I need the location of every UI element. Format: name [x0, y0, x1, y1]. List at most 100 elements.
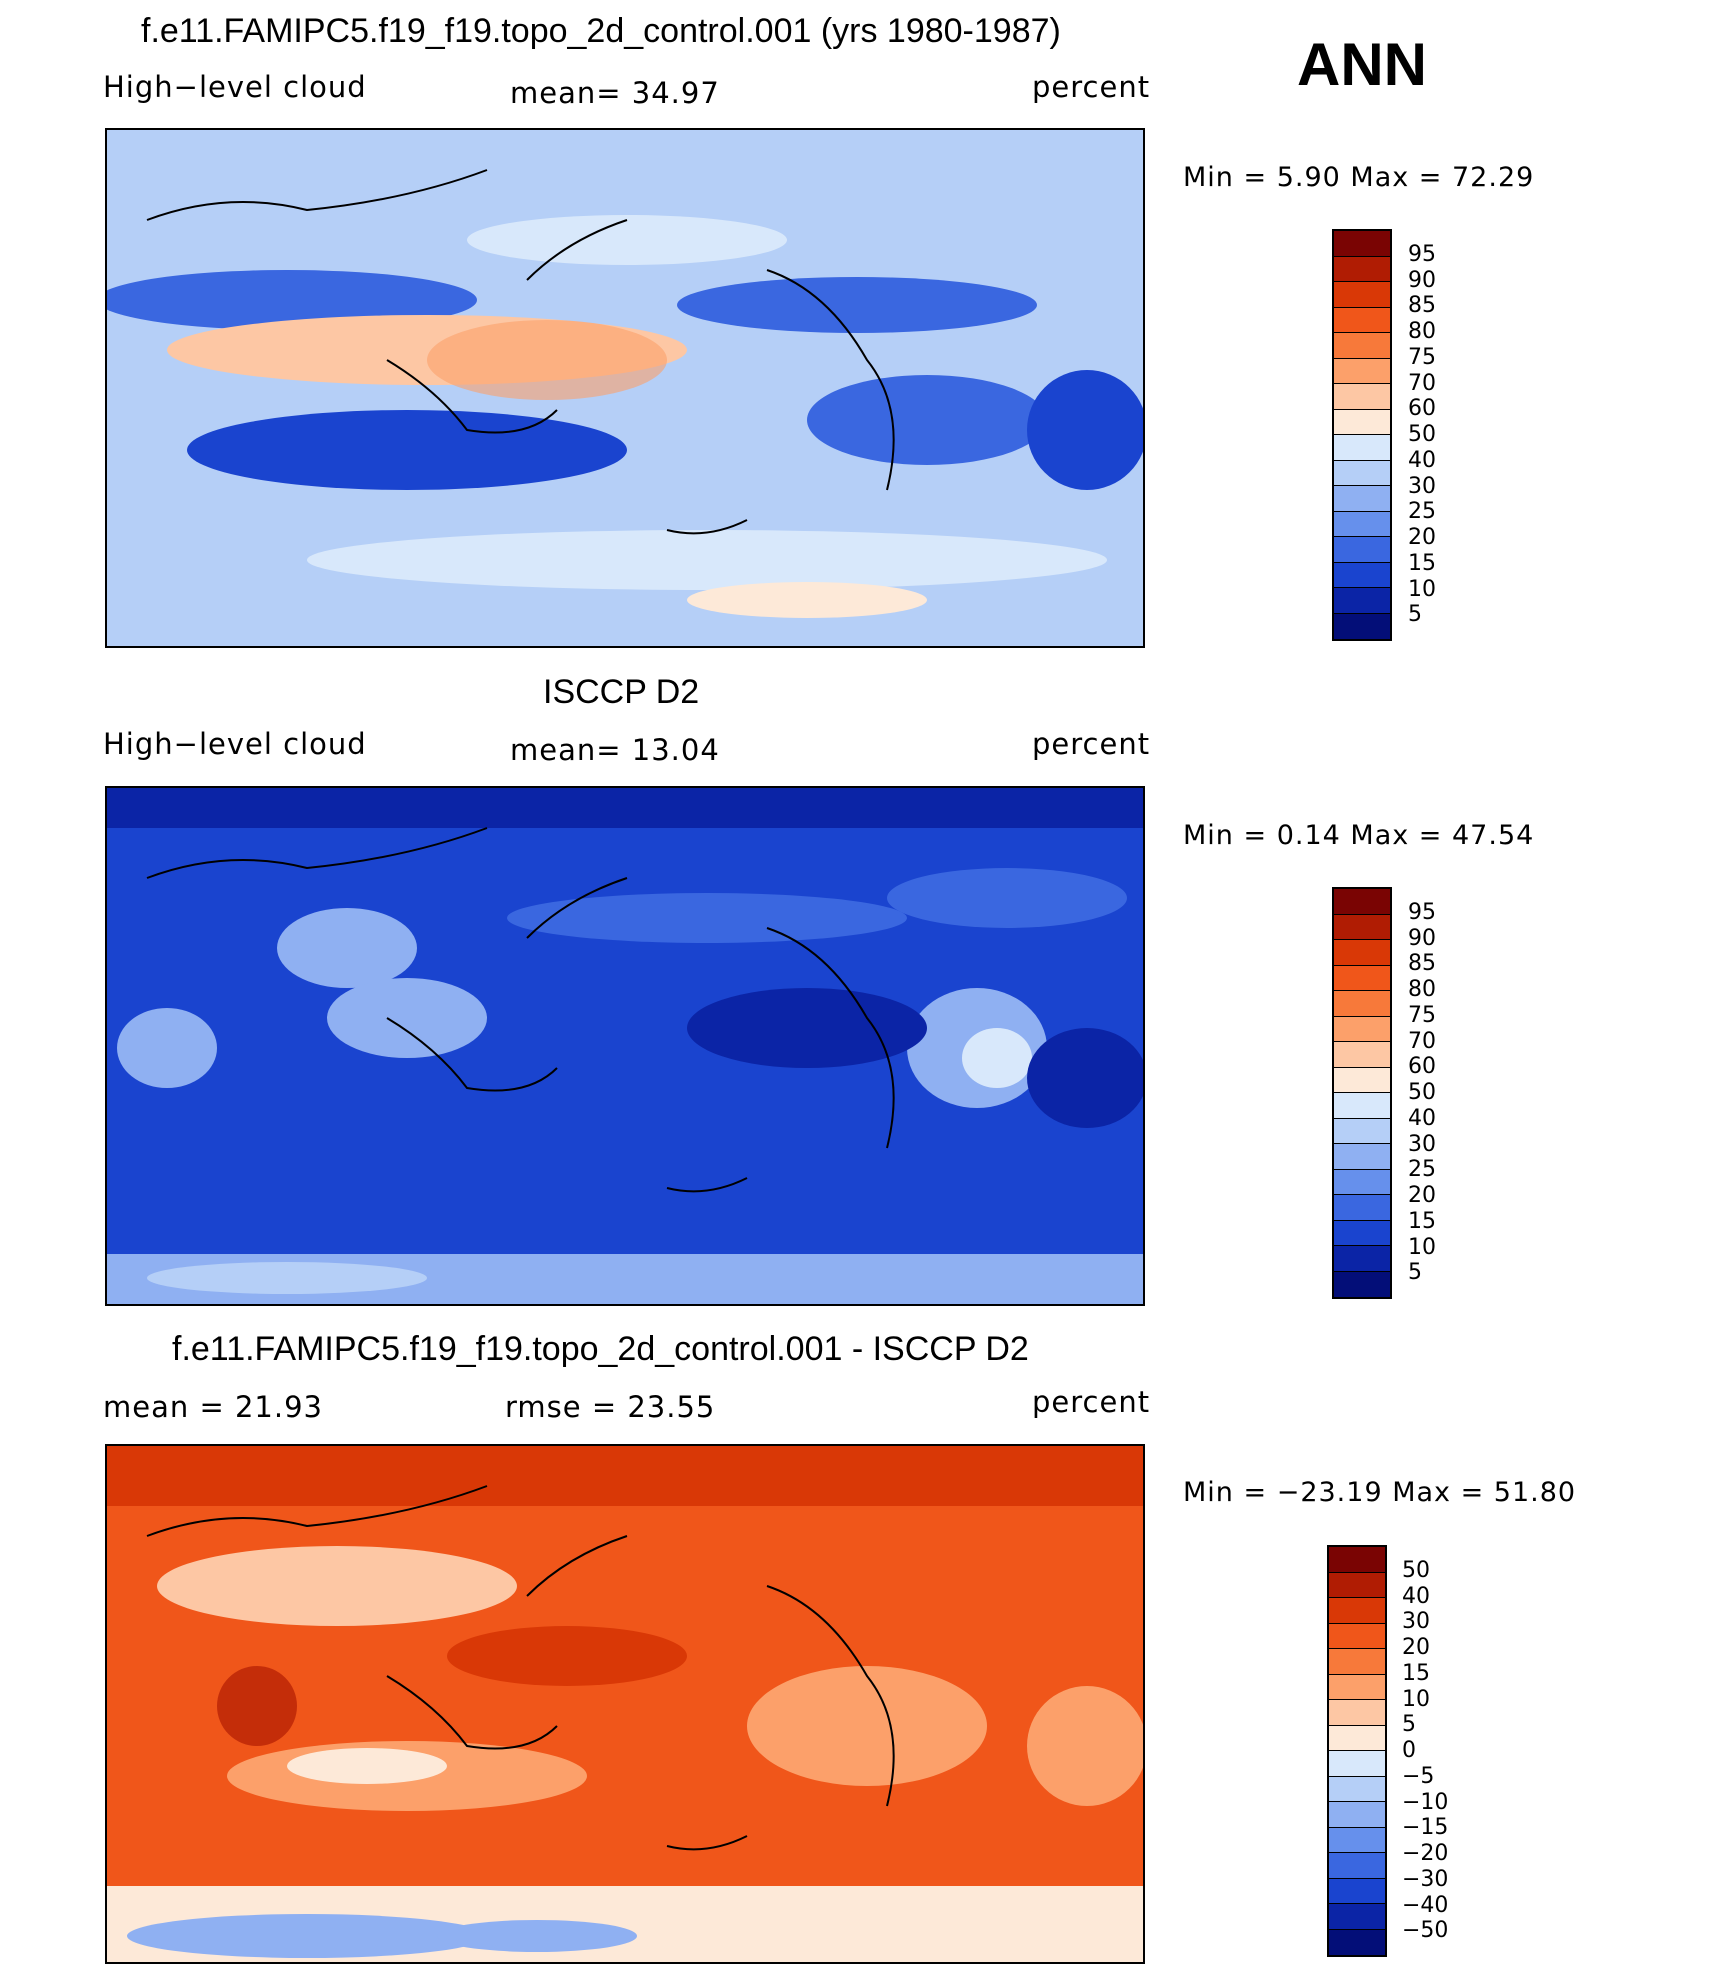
panel2-mean-label: mean= 13.04: [510, 733, 720, 767]
colorbar-tick-label: 5: [1408, 602, 1422, 628]
colorbar-swatch: [1334, 940, 1390, 966]
colorbar-swatch: [1334, 1169, 1390, 1195]
colorbar-swatch: [1334, 358, 1390, 384]
panel2-minmax: Min = 0.14 Max = 47.54: [1183, 820, 1535, 851]
colorbar-swatch: [1329, 1572, 1385, 1598]
colorbar-swatch: [1334, 1118, 1390, 1144]
panel3-rmse-label: rmse = 23.55: [505, 1390, 716, 1424]
colorbar-tick-label: 50: [1408, 422, 1436, 447]
colorbar-swatch: [1329, 1802, 1385, 1828]
colorbar-swatch: [1334, 435, 1390, 461]
colorbar-tick-label: 80: [1408, 977, 1436, 1002]
colorbar-tick-label: 50: [1408, 1080, 1436, 1105]
colorbar-tick-label: 25: [1408, 1157, 1436, 1183]
colorbar-tick-label: −20: [1402, 1841, 1449, 1866]
colorbar-swatch: [1329, 1700, 1385, 1726]
panel2-map-field: [107, 788, 1143, 1304]
colorbar-tick-label: 85: [1408, 293, 1436, 319]
colorbar-tick-label: −5: [1402, 1763, 1435, 1789]
colorbar-tick-label: 80: [1408, 319, 1436, 344]
colorbar-swatch: [1334, 914, 1390, 940]
colorbar-tick-label: 10: [1408, 1234, 1436, 1260]
colorbar-tick-label: −40: [1402, 1892, 1449, 1918]
colorbar-tick-label: 30: [1408, 473, 1436, 499]
colorbar-swatch: [1334, 231, 1390, 257]
colorbar-swatch: [1329, 1776, 1385, 1802]
colorbar-tick-label: 10: [1408, 576, 1436, 602]
colorbar-tick-label: 30: [1408, 1131, 1436, 1157]
colorbar-swatch: [1329, 1725, 1385, 1751]
colorbar-tick-label: 25: [1408, 499, 1436, 525]
panel1-map-field: [107, 130, 1143, 646]
colorbar-swatch: [1334, 1271, 1390, 1297]
colorbar-swatch: [1329, 1827, 1385, 1853]
colorbar-swatch: [1329, 1649, 1385, 1675]
colorbar-tick-label: −15: [1402, 1815, 1449, 1841]
colorbar-tick-label: 0: [1402, 1738, 1416, 1763]
colorbar-swatch: [1329, 1929, 1385, 1955]
colorbar-tick-label: 95: [1408, 241, 1436, 267]
colorbar-tick-label: 15: [1408, 550, 1436, 576]
panel2-units-label: percent: [1032, 727, 1151, 761]
panel2-map: [105, 786, 1145, 1306]
colorbar-tick-label: 30: [1402, 1609, 1430, 1635]
colorbar-tick-label: −10: [1402, 1789, 1449, 1815]
colorbar-swatch: [1334, 1220, 1390, 1246]
colorbar-tick-label: 15: [1408, 1208, 1436, 1234]
colorbar-tick-label: 70: [1408, 370, 1436, 396]
colorbar-swatch: [1334, 1195, 1390, 1221]
colorbar-tick-label: 15: [1402, 1660, 1430, 1686]
colorbar-tick-label: 75: [1408, 344, 1436, 370]
colorbar-swatch: [1334, 282, 1390, 308]
colorbar-swatch: [1334, 1093, 1390, 1119]
panel1-mean-label: mean= 34.97: [510, 76, 720, 110]
colorbar-swatch: [1334, 256, 1390, 282]
colorbar-swatch: [1334, 562, 1390, 588]
panel3-map: [105, 1444, 1145, 1964]
panel1-colorbar: [1332, 229, 1392, 641]
colorbar-tick-label: 90: [1408, 925, 1436, 951]
panel3-minmax: Min = −23.19 Max = 51.80: [1183, 1477, 1577, 1508]
colorbar-swatch: [1334, 307, 1390, 333]
colorbar-tick-label: 20: [1408, 1183, 1436, 1208]
colorbar-tick-label: 90: [1408, 267, 1436, 293]
panel3-title: f.e11.FAMIPC5.f19_f19.topo_2d_control.00…: [172, 1330, 1029, 1368]
panel1-minmax: Min = 5.90 Max = 72.29: [1183, 162, 1535, 193]
colorbar-swatch: [1334, 486, 1390, 512]
colorbar-tick-label: 10: [1402, 1686, 1430, 1712]
colorbar-tick-label: 50: [1402, 1557, 1430, 1583]
colorbar-tick-label: −50: [1402, 1918, 1449, 1944]
colorbar-swatch: [1329, 1878, 1385, 1904]
colorbar-tick-label: 40: [1402, 1583, 1430, 1609]
colorbar-swatch: [1334, 1067, 1390, 1093]
colorbar-swatch: [1334, 537, 1390, 563]
colorbar-tick-label: 5: [1408, 1260, 1422, 1286]
colorbar-swatch: [1334, 1016, 1390, 1042]
colorbar-tick-label: 40: [1408, 447, 1436, 473]
panel3-units-label: percent: [1032, 1385, 1151, 1419]
colorbar-swatch: [1329, 1853, 1385, 1879]
colorbar-tick-label: 60: [1408, 396, 1436, 422]
panel3-map-field: [107, 1446, 1143, 1962]
panel1-variable-label: High−level cloud: [103, 70, 367, 104]
colorbar-tick-label: 60: [1408, 1054, 1436, 1080]
colorbar-swatch: [1329, 1623, 1385, 1649]
colorbar-swatch: [1329, 1598, 1385, 1624]
colorbar-tick-label: 5: [1402, 1712, 1416, 1738]
colorbar-tick-label: 20: [1402, 1635, 1430, 1660]
colorbar-tick-label: 75: [1408, 1002, 1436, 1028]
colorbar-swatch: [1329, 1904, 1385, 1930]
colorbar-swatch: [1334, 1042, 1390, 1068]
colorbar-swatch: [1334, 889, 1390, 915]
panel2-colorbar: [1332, 887, 1392, 1299]
colorbar-swatch: [1334, 965, 1390, 991]
colorbar-tick-label: 70: [1408, 1028, 1436, 1054]
colorbar-tick-label: 20: [1408, 525, 1436, 550]
colorbar-tick-label: 95: [1408, 899, 1436, 925]
colorbar-swatch: [1334, 460, 1390, 486]
colorbar-swatch: [1334, 409, 1390, 435]
colorbar-swatch: [1334, 991, 1390, 1017]
panel1-title: f.e11.FAMIPC5.f19_f19.topo_2d_control.00…: [141, 12, 1061, 50]
colorbar-swatch: [1334, 333, 1390, 359]
panel1-units-label: percent: [1032, 70, 1151, 104]
